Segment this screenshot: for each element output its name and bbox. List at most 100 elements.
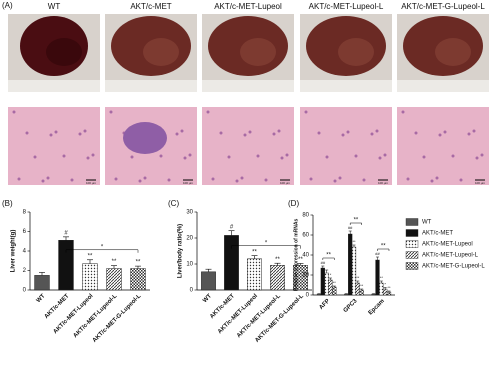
histology-nucleus <box>188 153 192 157</box>
histology-image <box>397 107 489 185</box>
histology-nucleus <box>240 176 244 180</box>
legend-label: AKT/c-MET-Lupeol <box>422 242 473 248</box>
bar <box>379 282 384 296</box>
bar <box>224 235 239 291</box>
significance-marker: # <box>64 230 68 236</box>
bar <box>316 293 322 296</box>
bracket-label: ** <box>354 218 359 224</box>
histology-nucleus <box>235 179 239 183</box>
histology-nucleus <box>422 155 426 159</box>
ruler <box>105 80 197 92</box>
bar <box>201 271 216 291</box>
histology-nucleus <box>435 176 439 180</box>
histology-nucleus <box>62 154 66 158</box>
significance-marker: ** <box>356 275 360 280</box>
x-tick-label: AKT/c-MET-Lupeol-L <box>236 293 282 339</box>
histology-nucleus <box>346 130 350 134</box>
histology-image <box>8 107 100 185</box>
histology-nucleus <box>277 129 281 133</box>
legend-label: WT <box>422 220 432 226</box>
panel-label: (D) <box>288 199 299 208</box>
bracket <box>65 249 139 253</box>
histology-nucleus <box>91 153 95 157</box>
panel-label: (B) <box>2 199 13 208</box>
significance-marker: ** <box>112 259 117 265</box>
liver-lobe <box>240 38 276 66</box>
bar <box>34 275 50 291</box>
y-tick-label: 0 <box>306 293 310 299</box>
liver-lobe <box>435 38 471 66</box>
scale-label: 100 μm <box>86 181 97 185</box>
significance-marker: ** <box>360 283 364 288</box>
y-axis-label: Relative expression of mRNAs <box>293 219 299 292</box>
histology-nucleus <box>406 177 410 181</box>
legend-swatch <box>405 240 419 248</box>
ruler <box>300 80 392 92</box>
significance-marker: ** <box>298 257 303 263</box>
histology-nucleus <box>78 132 82 136</box>
x-tick-label: WT <box>202 293 213 304</box>
histology-nucleus <box>272 132 276 136</box>
y-tick-label: 0 <box>190 288 194 294</box>
histology-nucleus <box>443 130 447 134</box>
bar <box>324 272 329 296</box>
column-header: AKT/c-MET-G-Lupeol-L <box>401 2 485 11</box>
histology-nucleus <box>280 156 284 160</box>
scale-label: 100 μm <box>378 181 389 185</box>
histology-nucleus <box>83 129 87 133</box>
ruler <box>202 80 294 92</box>
histology-nucleus <box>206 110 210 114</box>
histology-nucleus <box>138 179 142 183</box>
y-axis-label: Liver weight(g) <box>11 230 17 273</box>
histology-nucleus <box>401 110 405 114</box>
y-tick-label: 30 <box>186 210 193 216</box>
x-tick-label: AFP <box>318 298 331 311</box>
y-tick-label: 6 <box>23 229 27 235</box>
histology-nucleus <box>304 110 308 114</box>
significance-marker: ** <box>387 285 391 290</box>
significance-marker: ** <box>380 275 384 280</box>
significance-marker: ** <box>333 280 337 285</box>
legend-label: AKT/c-MET <box>422 231 453 237</box>
bracket <box>231 245 301 249</box>
legend-swatch <box>405 229 419 237</box>
histology-nucleus <box>354 154 358 158</box>
y-tick-label: 60 <box>302 233 309 239</box>
histology-nucleus <box>12 110 16 114</box>
x-tick-label: WT <box>36 293 47 304</box>
tumor-nodule <box>123 122 167 154</box>
histology-nucleus <box>159 154 163 158</box>
liver-lobe <box>143 38 179 66</box>
histology-nucleus <box>175 132 179 136</box>
liver-lobe <box>338 38 374 66</box>
bar <box>320 267 325 296</box>
histology-nucleus <box>219 131 223 135</box>
panel-label: (A) <box>2 1 13 10</box>
histology-nucleus <box>438 133 442 137</box>
scale-label: 100 μm <box>183 181 194 185</box>
y-tick-label: 8 <box>23 210 27 216</box>
bar <box>82 263 98 291</box>
histology-nucleus <box>475 156 479 160</box>
significance-marker: * <box>384 282 386 287</box>
significance-marker: ** <box>252 249 257 255</box>
bracket <box>349 222 362 225</box>
histology-nucleus <box>414 131 418 135</box>
histology-nucleus <box>480 153 484 157</box>
histology-nucleus <box>467 132 471 136</box>
bracket-label: * <box>265 240 268 246</box>
histology-nucleus <box>167 178 171 182</box>
histology-nucleus <box>41 179 45 183</box>
histology-nucleus <box>143 176 147 180</box>
histology-nucleus <box>285 153 289 157</box>
legend-label: AKT/c-MET-G-Lupeol-L <box>422 264 485 270</box>
y-tick-label: 2 <box>23 268 27 274</box>
histology-nucleus <box>243 133 247 137</box>
bracket <box>377 248 390 251</box>
significance-marker: ** <box>136 260 141 266</box>
histology-nucleus <box>370 132 374 136</box>
histology-nucleus <box>451 154 455 158</box>
legend-swatch <box>405 218 419 226</box>
histology-nucleus <box>130 155 134 159</box>
bracket-label: ** <box>381 244 386 250</box>
